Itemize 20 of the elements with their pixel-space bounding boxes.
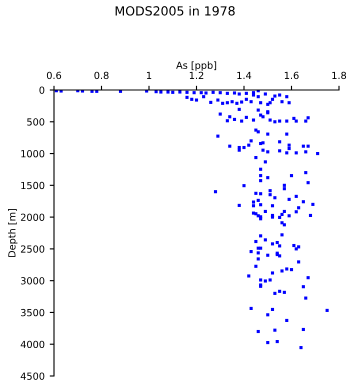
x-tick-label: 0.6: [46, 72, 62, 80]
x-tick-label: 1.2: [190, 72, 204, 79]
x-tick-label: 1.6: [284, 72, 299, 80]
x-tick-label: 1: [146, 72, 152, 79]
y-tick-label: 1500: [21, 182, 44, 190]
y-axis-title: Depth [m]: [8, 208, 18, 257]
y-tick-label: 2500: [20, 245, 44, 253]
x-tick-label: 0.8: [94, 72, 109, 80]
y-tick-label: 2000: [20, 214, 44, 221]
y-tick-label: 3500: [20, 308, 44, 316]
x-axis-title: As [ppb]: [176, 61, 216, 71]
x-tick-label: 1.4: [237, 72, 252, 79]
y-tick-label: 4500: [20, 372, 44, 380]
y-tick-label: 1000: [21, 150, 44, 158]
y-tick-label: 0: [39, 86, 44, 94]
y-tick-label: 500: [27, 118, 44, 126]
x-tick-label: 1.8: [332, 72, 346, 80]
y-tick-label: 3000: [20, 277, 44, 284]
chart-title: MODS2005 in 1978: [116, 6, 235, 16]
y-tick-label: 4000: [20, 340, 44, 348]
